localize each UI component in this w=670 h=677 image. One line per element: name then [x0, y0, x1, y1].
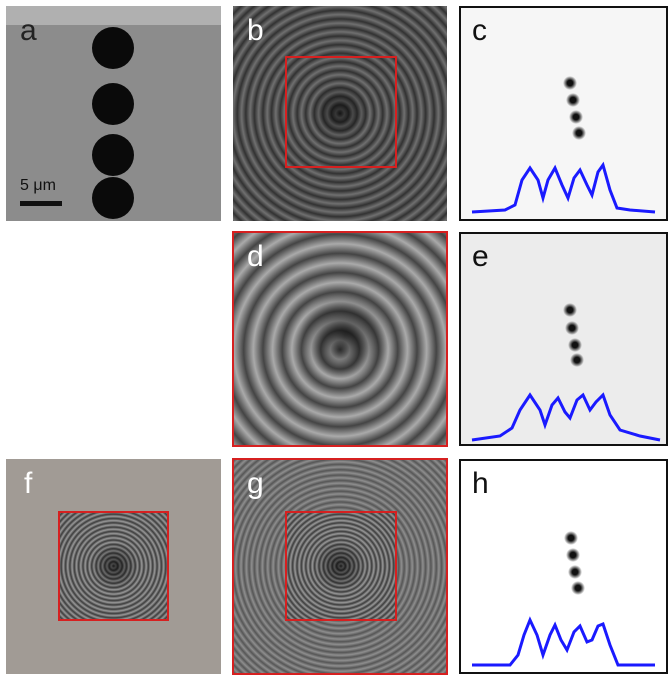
- panel-c: c: [459, 6, 668, 221]
- panel-h: h: [459, 459, 668, 674]
- panel-a: 5 μm a: [6, 6, 221, 221]
- panel-b: b: [233, 6, 447, 221]
- panel-d: d: [232, 231, 448, 447]
- panel-e: e: [459, 232, 668, 446]
- panel-label: d: [247, 240, 264, 273]
- panel-label: a: [20, 14, 37, 47]
- scale-bar-label: 5 μm: [20, 177, 56, 194]
- panel-f: f: [6, 459, 221, 674]
- panel-label: f: [24, 467, 33, 500]
- panel-label: h: [472, 467, 489, 500]
- panel-label: c: [472, 14, 487, 47]
- panel-label: g: [247, 467, 264, 500]
- panel-label: b: [247, 14, 264, 47]
- panel-g: g: [232, 458, 448, 675]
- panel-label: e: [472, 240, 489, 273]
